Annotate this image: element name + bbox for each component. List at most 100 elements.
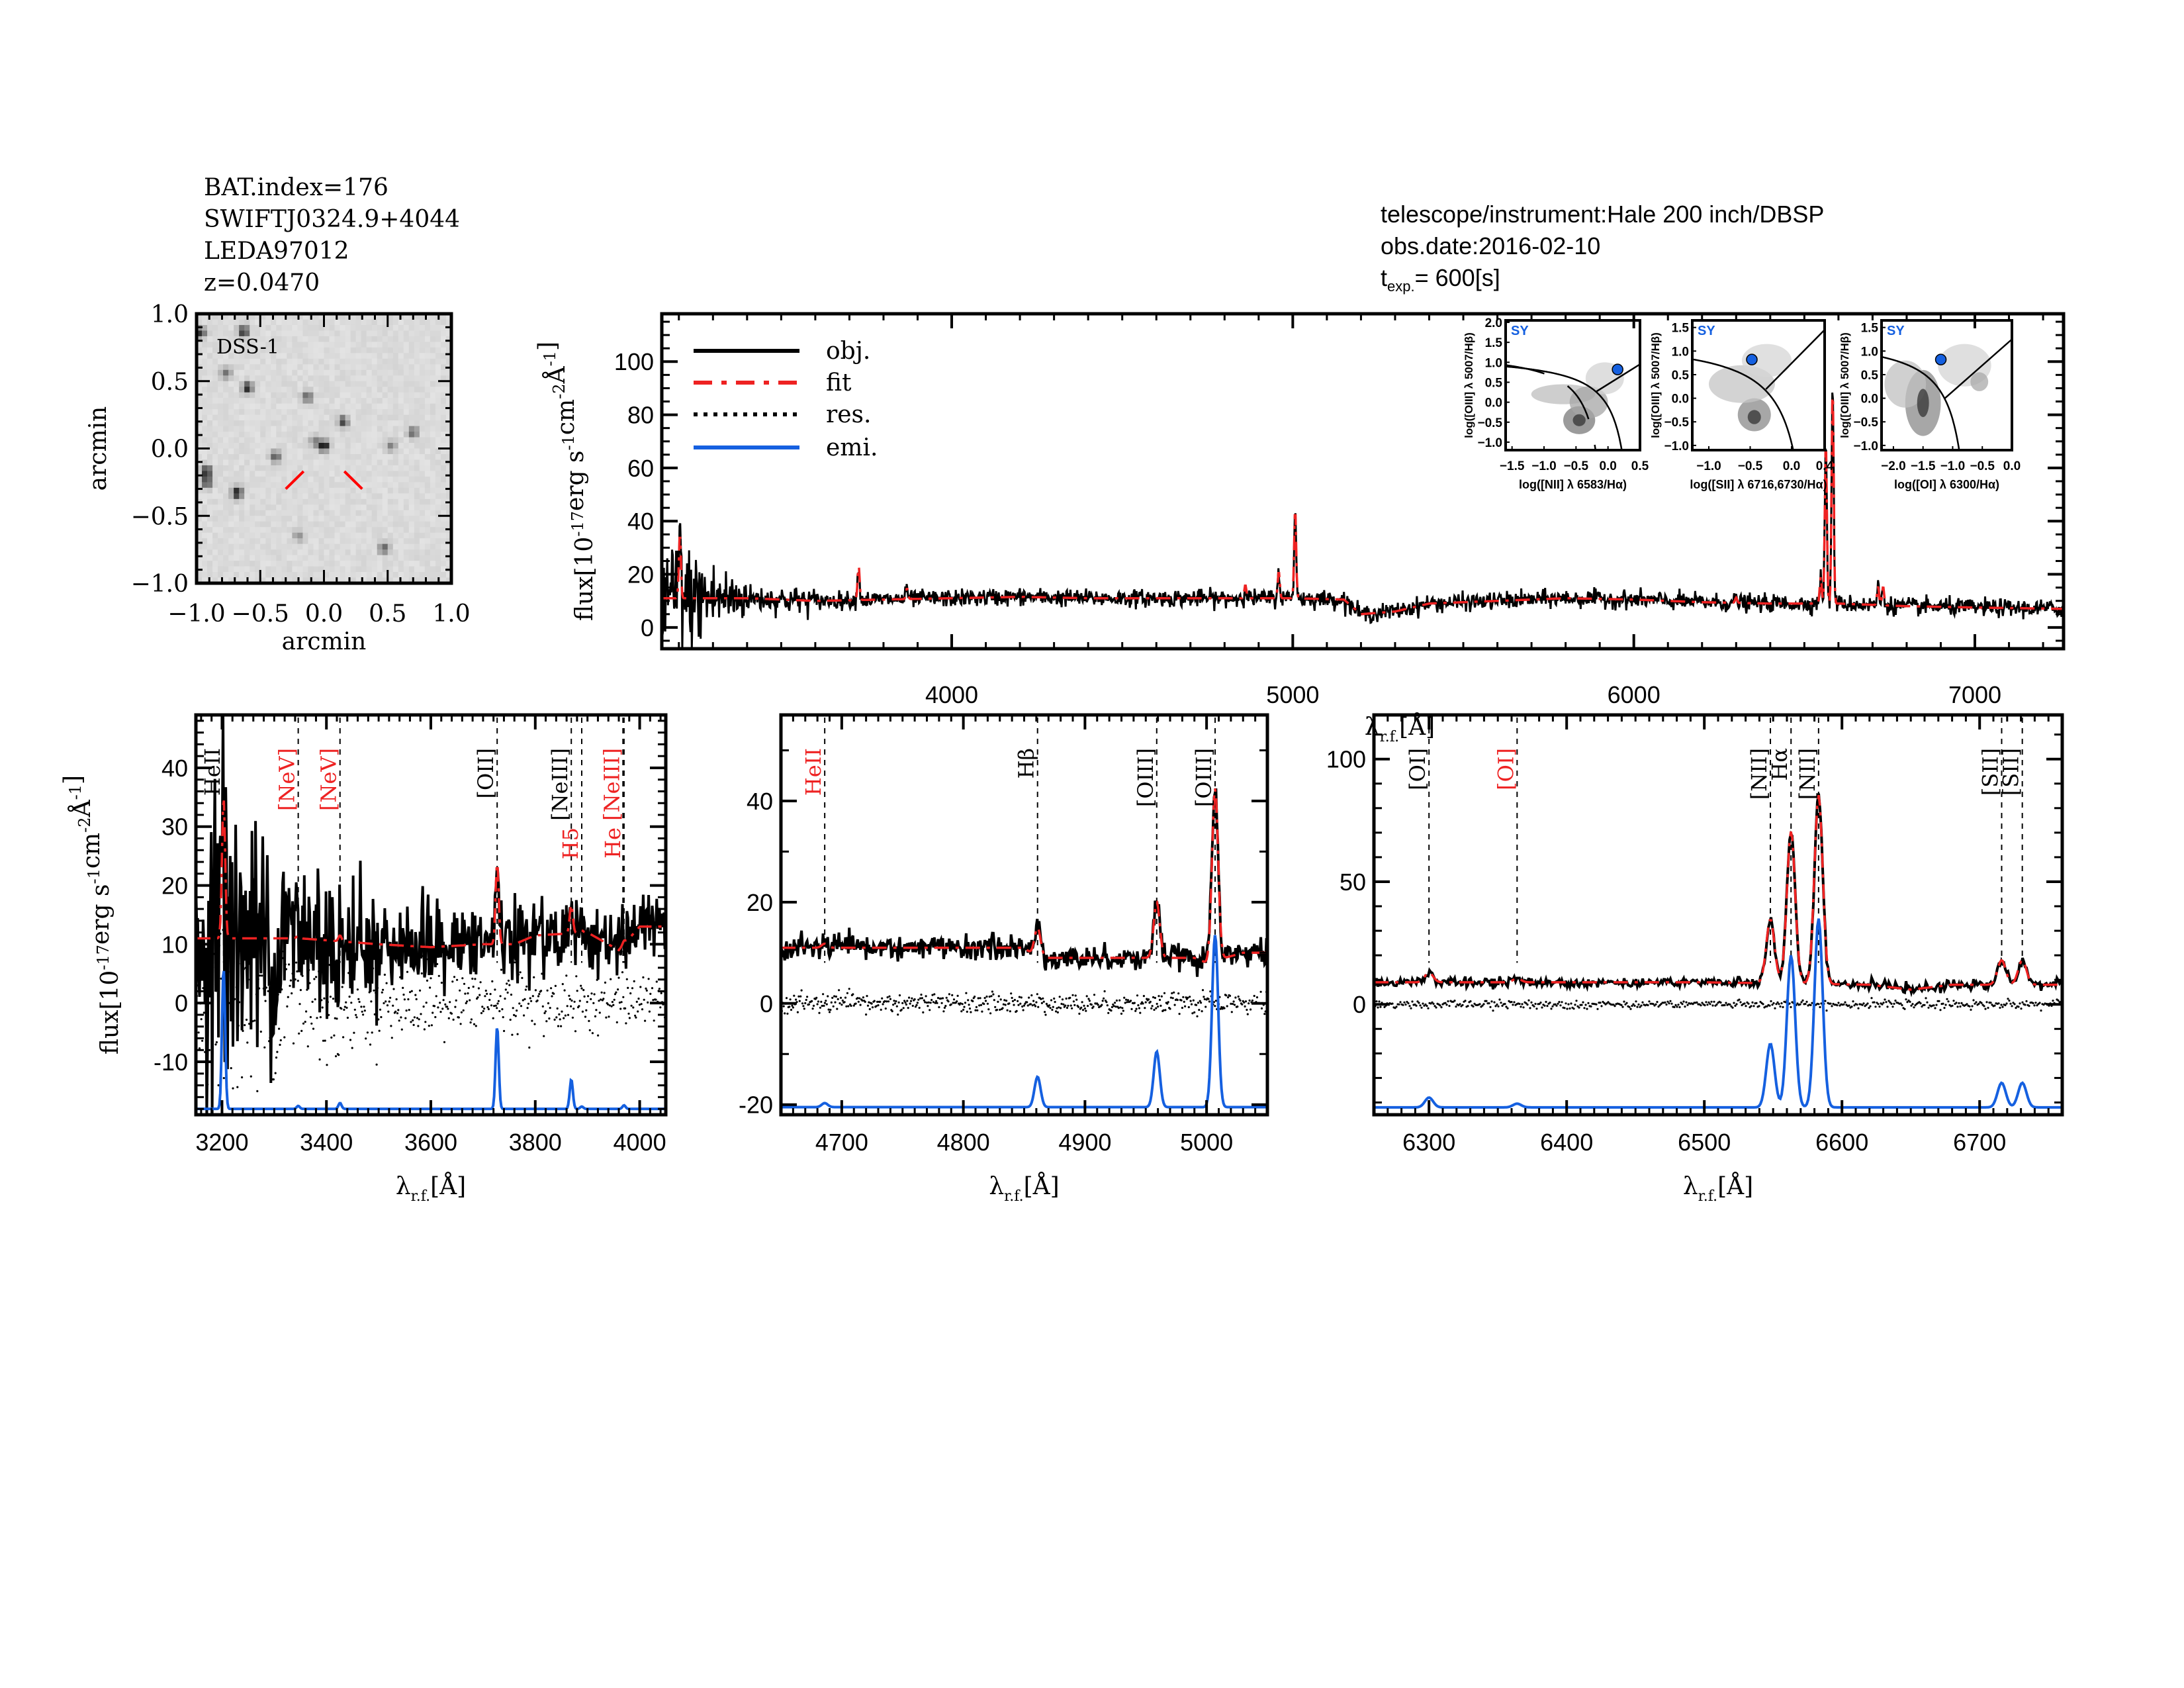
image-pixel	[398, 498, 404, 505]
residual-point	[660, 992, 662, 994]
image-pixel	[419, 527, 426, 534]
line-label: [NII]	[1795, 748, 1820, 800]
image-pixel	[228, 437, 234, 444]
residual-point	[412, 1019, 414, 1021]
image-pixel	[218, 538, 224, 545]
residual-point	[1173, 1004, 1176, 1006]
image-pixel	[292, 369, 298, 376]
image-pixel	[424, 437, 431, 444]
image-pixel	[276, 527, 282, 534]
image-pixel	[350, 426, 357, 432]
image-pixel	[207, 330, 213, 337]
image-pixel	[350, 532, 357, 539]
image-pixel	[424, 330, 431, 337]
image-pixel	[255, 555, 261, 561]
residual-point	[594, 1015, 597, 1017]
image-pixel	[271, 426, 277, 432]
image-pixel	[308, 414, 314, 421]
residual-point	[1074, 994, 1077, 997]
image-pixel	[329, 543, 336, 550]
residual-point	[523, 1014, 525, 1017]
image-pixel	[244, 443, 250, 449]
image-pixel	[398, 555, 404, 561]
line-label: [OI]	[1493, 748, 1518, 790]
image-pixel	[223, 516, 229, 522]
residual-point	[932, 1001, 934, 1004]
residual-point	[790, 1008, 793, 1011]
image-pixel	[228, 577, 234, 584]
residual-point	[1952, 1000, 1955, 1002]
image-pixel	[355, 459, 362, 466]
image-pixel	[228, 561, 234, 567]
image-pixel	[234, 369, 240, 376]
image-pixel	[228, 498, 234, 505]
residual-point	[1836, 1004, 1839, 1007]
image-pixel	[223, 459, 229, 466]
image-pixel	[329, 448, 336, 455]
image-pixel	[197, 336, 203, 342]
image-pixel	[197, 353, 203, 359]
image-pixel	[223, 375, 229, 382]
image-pixel	[424, 459, 431, 466]
image-pixel	[228, 364, 234, 371]
image-pixel	[355, 504, 362, 511]
image-pixel	[377, 426, 383, 432]
bpt-frame	[1691, 319, 1826, 451]
residual-point	[1752, 1005, 1755, 1008]
residual-point	[1513, 1001, 1516, 1004]
image-pixel	[255, 459, 261, 466]
image-pixel	[329, 342, 336, 348]
residual-point	[1711, 1004, 1714, 1007]
residual-point	[1061, 998, 1064, 1001]
y-tick-label: 0	[641, 614, 654, 641]
image-pixel	[308, 476, 314, 483]
image-pixel	[313, 347, 320, 353]
image-pixel	[445, 521, 452, 528]
image-pixel	[414, 538, 420, 545]
residual-point	[493, 1005, 496, 1008]
residual-point	[1669, 1000, 1672, 1002]
image-pixel	[202, 381, 208, 387]
residual-point	[2000, 1004, 2003, 1006]
residual-point	[876, 1000, 879, 1003]
image-pixel	[234, 381, 240, 387]
image-pixel	[228, 324, 234, 332]
residual-point	[908, 996, 911, 999]
residual-point	[1192, 999, 1195, 1002]
residual-point	[353, 1008, 356, 1011]
image-pixel	[430, 487, 436, 494]
residual-point	[470, 1018, 473, 1021]
image-pixel	[371, 437, 378, 444]
residual-point	[1234, 996, 1237, 999]
residual-point	[449, 1001, 451, 1004]
residual-point	[898, 994, 901, 997]
image-pixel	[392, 527, 399, 534]
image-pixel	[287, 493, 293, 500]
image-pixel	[308, 504, 314, 511]
residual-point	[561, 1010, 563, 1013]
image-pixel	[255, 414, 261, 421]
residual-point	[1085, 995, 1088, 998]
residual-point	[2013, 1003, 2016, 1006]
residual-point	[1596, 1008, 1599, 1010]
image-pixel	[202, 347, 208, 353]
residual-point	[430, 1024, 433, 1027]
residual-point	[289, 979, 292, 982]
image-pixel	[345, 527, 351, 534]
image-pixel	[250, 572, 255, 579]
image-pixel	[234, 555, 240, 561]
image-pixel	[408, 504, 415, 511]
image-pixel	[313, 398, 320, 404]
image-pixel	[250, 521, 255, 528]
image-pixel	[244, 510, 250, 516]
image-pixel	[366, 498, 373, 505]
line-label: HeII	[801, 748, 826, 796]
image-pixel	[392, 561, 399, 567]
residual-point	[1034, 1005, 1037, 1008]
residual-point	[272, 1078, 275, 1081]
image-pixel	[361, 347, 367, 353]
image-pixel	[340, 543, 346, 550]
image-pixel	[440, 448, 447, 455]
image-pixel	[355, 532, 362, 539]
residual-point	[1196, 1015, 1199, 1017]
